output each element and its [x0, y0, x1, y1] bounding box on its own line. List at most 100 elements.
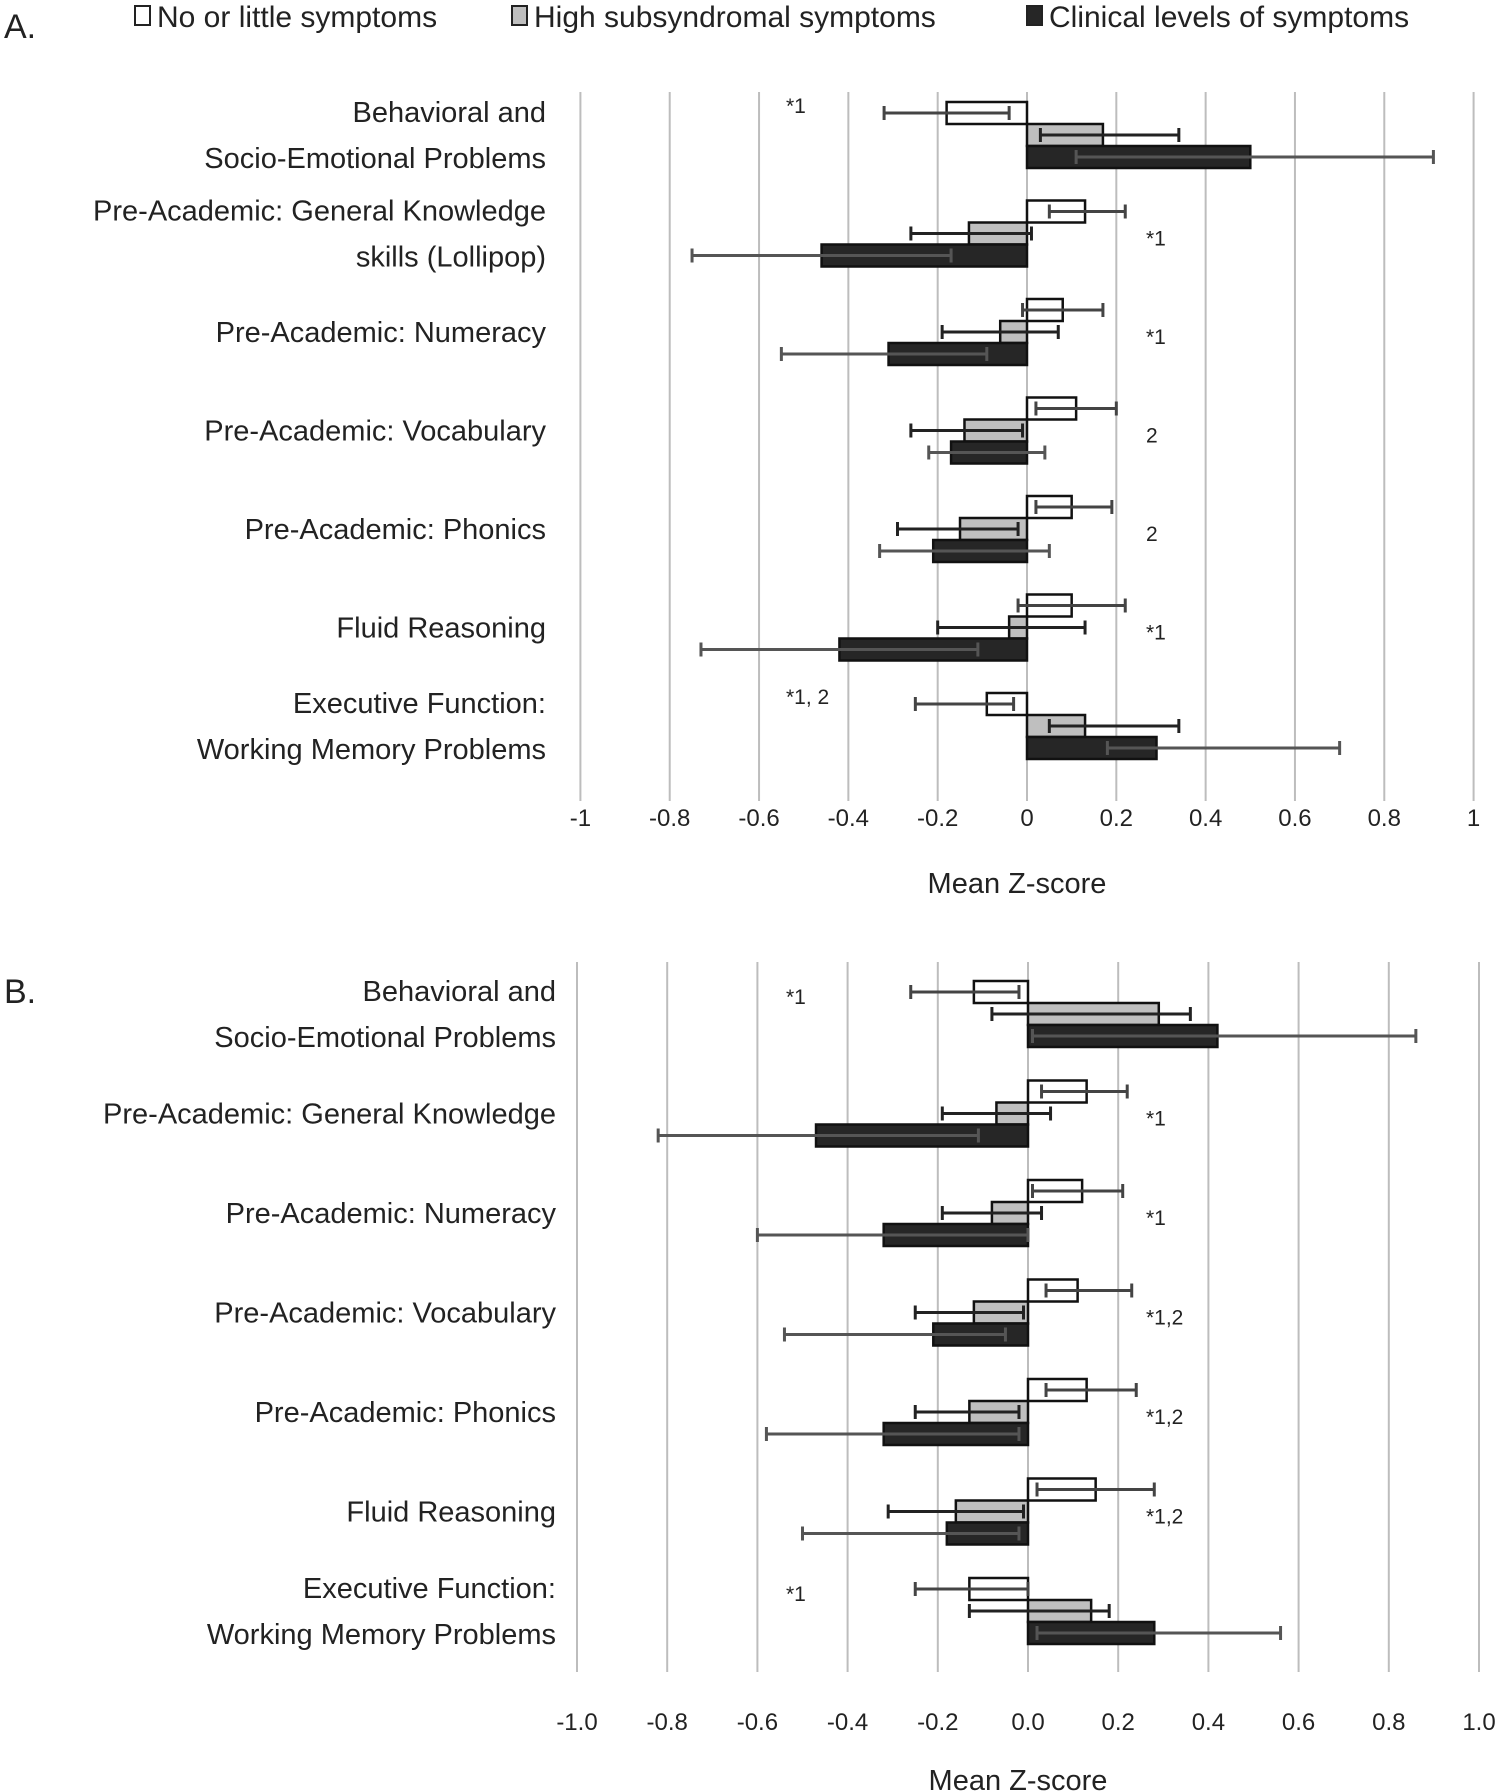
significance-annotation: *1,2 [1146, 1406, 1183, 1429]
category-label: Pre-Academic: Phonics [245, 514, 546, 546]
category-label: Socio-Emotional Problems [204, 143, 546, 175]
x-tick-label: -0.2 [917, 805, 958, 832]
x-tick-label: 0.6 [1278, 805, 1311, 832]
error-bar [782, 1327, 1007, 1342]
error-bar [913, 1582, 1030, 1596]
x-tick-label: -1.0 [556, 1709, 597, 1736]
legend-swatch [134, 5, 151, 26]
x-tick-label: -0.4 [828, 805, 869, 832]
x-tick-label: -0.8 [649, 805, 690, 832]
panel-a: A. -1 -0.8 -0.6 -0.4 -0.2 0 0.2 0.4 0.6 0.8 1 Mean Z… [4, 8, 1480, 900]
category-label: Behavioral and [353, 97, 546, 129]
panel-label: B. [4, 973, 36, 1011]
error-bar [940, 325, 1060, 339]
error-bar [1040, 1084, 1129, 1099]
significance-annotation: *1 [1146, 1207, 1166, 1230]
x-tick-label: 1 [1467, 805, 1480, 832]
category-label: Pre-Academic: Vocabulary [204, 416, 546, 448]
legend-item: High subsyndromal symptoms [511, 1, 936, 34]
error-bar [1031, 1029, 1418, 1043]
x-tick-label: -0.4 [827, 1709, 868, 1736]
category-label: Socio-Emotional Problems [214, 1022, 556, 1054]
error-bar [927, 445, 1047, 460]
legend-swatch [511, 5, 528, 26]
x-axis-label: Mean Z-score [928, 868, 1107, 900]
error-bar [886, 1504, 1025, 1519]
error-bar [1047, 204, 1127, 219]
category-label: Behavioral and [363, 976, 556, 1008]
error-bar [1044, 1283, 1134, 1298]
x-tick-label: -0.8 [647, 1709, 688, 1736]
error-bar [1021, 303, 1105, 317]
x-tick-label: 0 [1020, 805, 1033, 832]
error-bar [1044, 1383, 1138, 1397]
x-tick-label: 0.2 [1102, 1709, 1135, 1736]
category-label: Fluid Reasoning [346, 1497, 556, 1529]
category-label: Working Memory Problems [207, 1619, 556, 1651]
error-bar [878, 544, 1051, 558]
error-bar [1035, 1626, 1283, 1640]
significance-annotation: *1,2 [1146, 1506, 1183, 1529]
significance-annotation: *1 [786, 986, 806, 1009]
error-bar [936, 620, 1087, 635]
error-bar [940, 1206, 1044, 1220]
category-label: Pre-Academic: General Knowledge [93, 196, 546, 228]
error-bar [990, 1007, 1192, 1021]
category-label: Executive Function: [293, 688, 546, 720]
category-label: Pre-Academic: General Knowledge [103, 1099, 556, 1131]
legend-label: High subsyndromal symptoms [534, 1, 936, 34]
error-bar [895, 522, 1020, 536]
x-tick-label: -0.2 [917, 1709, 958, 1736]
error-bar [1031, 1184, 1125, 1198]
error-bar [909, 985, 1021, 999]
error-bar [909, 226, 1033, 241]
x-tick-label: 0.8 [1372, 1709, 1405, 1736]
significance-annotation: *1 [786, 95, 806, 118]
x-axis-label: Mean Z-score [929, 1765, 1108, 1792]
error-bar [1016, 598, 1127, 613]
error-bar [913, 1305, 1025, 1320]
error-bar [1074, 150, 1435, 164]
x-tick-label: -0.6 [738, 805, 779, 832]
x-tick-label: 0.8 [1368, 805, 1401, 832]
panel-b: B. -1.0 -0.8 -0.6 -0.4 -0.2 0.0 0.2 0.4 0.6 0.8 1.0… [4, 962, 1496, 1792]
panel-label: A. [4, 8, 36, 46]
x-tick-label: 1.0 [1462, 1709, 1495, 1736]
error-bar [1034, 500, 1114, 514]
significance-annotation: 2 [1146, 425, 1158, 448]
significance-annotation: *1 [1146, 1108, 1166, 1131]
error-bar [755, 1228, 1030, 1242]
legend-label: Clinical levels of symptoms [1049, 1, 1409, 34]
error-bar [699, 642, 980, 657]
significance-annotation: *1, 2 [786, 686, 829, 709]
error-bar [1047, 719, 1181, 733]
x-tick-label: 0.4 [1189, 805, 1222, 832]
category-label: Pre-Academic: Numeracy [226, 1198, 557, 1230]
x-tick-label: 0.6 [1282, 1709, 1315, 1736]
error-bar [779, 347, 989, 361]
error-bar [913, 1405, 1021, 1419]
error-bar [1038, 128, 1181, 142]
x-tick-label: -1 [570, 805, 591, 832]
category-label: Pre-Academic: Vocabulary [214, 1298, 556, 1330]
x-tick-label: -0.6 [737, 1709, 778, 1736]
significance-annotation: *1 [1146, 228, 1166, 251]
error-bar [656, 1128, 980, 1143]
error-bar [1105, 741, 1342, 755]
error-bar [801, 1526, 1021, 1541]
legend-swatch [1026, 5, 1043, 26]
error-bar [690, 248, 953, 263]
significance-annotation: *1 [786, 1583, 806, 1606]
error-bar [882, 106, 1011, 120]
x-tick-label: 0.0 [1011, 1709, 1044, 1736]
x-tick-label: 0.2 [1100, 805, 1133, 832]
error-bar [909, 423, 1025, 438]
category-label: Executive Function: [303, 1573, 556, 1605]
error-bar [1035, 1482, 1156, 1497]
category-label: Pre-Academic: Phonics [255, 1397, 556, 1429]
error-bar [940, 1106, 1053, 1121]
significance-annotation: 2 [1146, 523, 1158, 546]
significance-annotation: *1 [1146, 622, 1166, 645]
legend-label: No or little symptoms [157, 1, 437, 34]
